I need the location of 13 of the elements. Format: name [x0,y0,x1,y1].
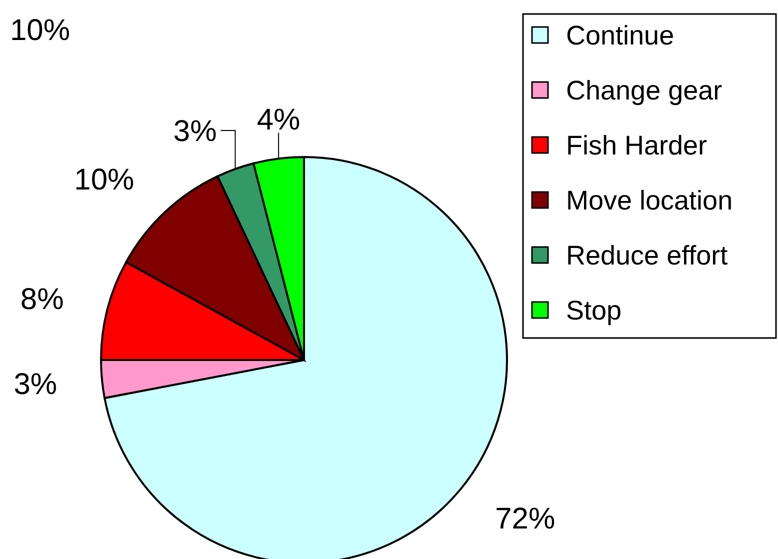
data-label: 8% [20,282,64,316]
data-label: 3% [14,368,58,401]
legend-label: Reduce effort [566,240,728,270]
legend-label: Stop [566,295,622,326]
data-label: 4% [256,103,300,136]
data-label: 3% [173,114,217,148]
data-label: 10% [74,164,134,197]
legend-label: Fish Harder [566,130,708,160]
legend-label: Move location [566,185,733,216]
data-label: 72% [495,502,556,536]
legend-label: Continue [566,20,674,50]
text: 10% [10,14,70,47]
legend-label: Change gear [566,75,722,106]
